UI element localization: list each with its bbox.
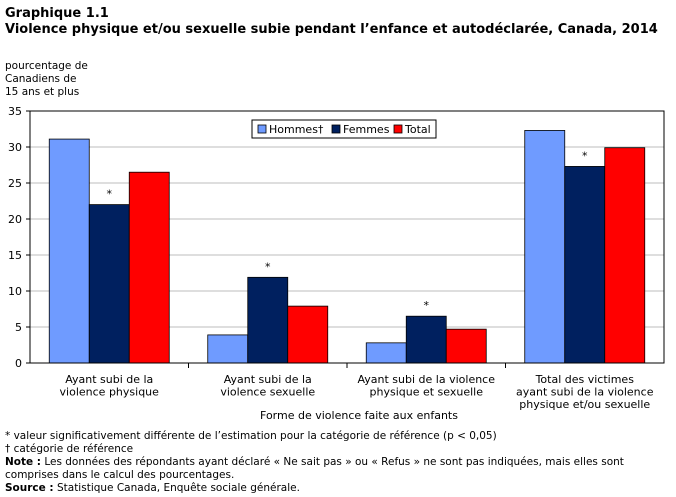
chart-title: Graphique 1.1 Violence physique et/ou se… (5, 6, 665, 38)
bar-total (128, 171, 170, 364)
bar-hommes (365, 342, 407, 364)
general-note: Note : Les données des répondants ayant … (5, 456, 671, 482)
bar-hommes (207, 334, 249, 364)
legend-swatch-hommes (257, 124, 267, 134)
source-note: Source : Statistique Canada, Enquête soc… (5, 482, 671, 495)
note-text: Les données des répondants ayant déclaré… (5, 456, 624, 481)
bar-total (445, 328, 487, 364)
bar-femmes (405, 315, 447, 364)
legend-label-femmes: Femmes (343, 123, 390, 136)
significance-marker: * (265, 260, 271, 273)
significance-marker: * (107, 188, 113, 201)
legend-swatch-total (393, 124, 403, 134)
bar-femmes (247, 276, 289, 364)
source-text: Statistique Canada, Enquête sociale géné… (53, 482, 300, 494)
chart-number: Graphique 1.1 (5, 6, 109, 21)
y-tick-label: 0 (15, 357, 22, 370)
chart-title-text: Violence physique et/ou sexuelle subie p… (5, 22, 658, 37)
x-category-label: Ayant subi de la violence physique et sex… (358, 373, 496, 399)
y-tick-label: 20 (8, 213, 22, 226)
y-tick-label: 30 (8, 141, 22, 154)
chart-notes: * valeur significativement différente de… (5, 430, 671, 495)
significance-note: * valeur significativement différente de… (5, 430, 497, 442)
legend-swatch-femmes (331, 124, 341, 134)
significance-marker: * (582, 149, 588, 162)
bar-femmes (88, 204, 130, 364)
note-label: Note : (5, 456, 41, 468)
bar-total (604, 147, 646, 364)
source-label: Source : (5, 482, 54, 494)
legend-label-total: Total (404, 123, 431, 136)
significance-marker: * (424, 299, 430, 312)
y-tick-label: 5 (15, 321, 22, 334)
y-tick-label: 25 (8, 177, 22, 190)
reference-note: † catégorie de référence (5, 443, 134, 455)
y-tick-label: 10 (8, 285, 22, 298)
bar-chart: 0 5 10 15 20 25 30 35 * Ayant subi de la violence … (8, 105, 665, 422)
y-tick-label: 15 (8, 249, 22, 262)
bar-total (287, 305, 329, 364)
x-category-label: Total des victimes ayant subi de la viole… (516, 373, 654, 411)
x-category-label: Ayant subi de la violence physique (60, 373, 160, 399)
plot-frame (29, 110, 665, 364)
legend-label-hommes: Hommes† (269, 123, 324, 136)
y-axis-label: pourcentage de Canadiens de 15 ans et pl… (5, 60, 88, 98)
y-tick-label: 35 (8, 105, 22, 118)
bar-hommes (524, 130, 566, 364)
bar-femmes (564, 166, 606, 364)
legend-box (251, 119, 437, 139)
x-category-label: Ayant subi de la violence sexuelle (220, 373, 315, 399)
x-axis-title: Forme de violence faite aux enfants (260, 409, 458, 422)
bar-hommes (48, 138, 90, 364)
